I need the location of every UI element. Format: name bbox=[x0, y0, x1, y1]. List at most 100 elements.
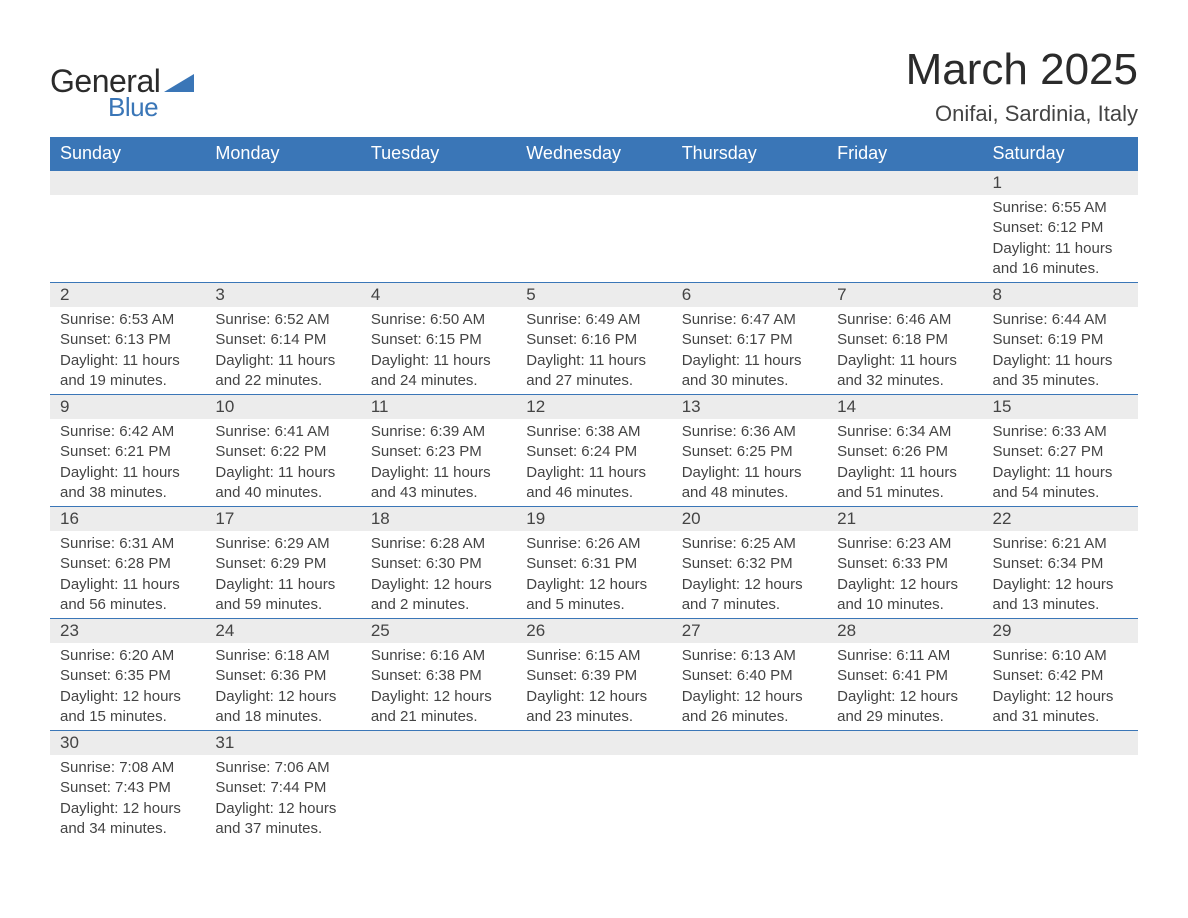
sunrise-text: Sunrise: 6:36 AM bbox=[682, 422, 817, 442]
day-detail-cell: Sunrise: 6:26 AMSunset: 6:31 PMDaylight:… bbox=[516, 531, 671, 619]
day-detail-cell: Sunrise: 6:25 AMSunset: 6:32 PMDaylight:… bbox=[672, 531, 827, 619]
logo: General Blue bbox=[50, 63, 194, 123]
daylight-text: and 5 minutes. bbox=[526, 595, 661, 615]
day-number-row: 2345678 bbox=[50, 283, 1138, 308]
weekday-header-row: Sunday Monday Tuesday Wednesday Thursday… bbox=[50, 137, 1138, 171]
title-block: March 2025 Onifai, Sardinia, Italy bbox=[906, 45, 1138, 127]
sunset-text: Sunset: 6:32 PM bbox=[682, 554, 817, 574]
daylight-text: and 38 minutes. bbox=[60, 483, 195, 503]
sunrise-text: Sunrise: 6:20 AM bbox=[60, 646, 195, 666]
sunset-text: Sunset: 6:41 PM bbox=[837, 666, 972, 686]
day-detail-cell bbox=[361, 195, 516, 283]
sunset-text: Sunset: 6:23 PM bbox=[371, 442, 506, 462]
daylight-text: and 46 minutes. bbox=[526, 483, 661, 503]
day-detail-cell: Sunrise: 6:42 AMSunset: 6:21 PMDaylight:… bbox=[50, 419, 205, 507]
daylight-text: Daylight: 11 hours bbox=[526, 351, 661, 371]
day-number-cell: 22 bbox=[983, 507, 1138, 532]
day-number-cell bbox=[516, 171, 671, 196]
day-number-cell: 25 bbox=[361, 619, 516, 644]
day-number-cell: 19 bbox=[516, 507, 671, 532]
daylight-text: and 34 minutes. bbox=[60, 819, 195, 839]
day-number-cell: 27 bbox=[672, 619, 827, 644]
day-number-cell: 14 bbox=[827, 395, 982, 420]
sunrise-text: Sunrise: 7:08 AM bbox=[60, 758, 195, 778]
daylight-text: and 10 minutes. bbox=[837, 595, 972, 615]
day-detail-row: Sunrise: 6:53 AMSunset: 6:13 PMDaylight:… bbox=[50, 307, 1138, 395]
day-detail-cell: Sunrise: 6:46 AMSunset: 6:18 PMDaylight:… bbox=[827, 307, 982, 395]
day-number-cell: 3 bbox=[205, 283, 360, 308]
day-number-cell: 7 bbox=[827, 283, 982, 308]
sunrise-text: Sunrise: 6:25 AM bbox=[682, 534, 817, 554]
daylight-text: and 37 minutes. bbox=[215, 819, 350, 839]
daylight-text: Daylight: 11 hours bbox=[60, 575, 195, 595]
daylight-text: Daylight: 12 hours bbox=[682, 687, 817, 707]
sunrise-text: Sunrise: 6:46 AM bbox=[837, 310, 972, 330]
daylight-text: Daylight: 12 hours bbox=[215, 799, 350, 819]
daylight-text: and 19 minutes. bbox=[60, 371, 195, 391]
day-number-cell: 2 bbox=[50, 283, 205, 308]
daylight-text: and 18 minutes. bbox=[215, 707, 350, 727]
daylight-text: Daylight: 12 hours bbox=[60, 687, 195, 707]
sunrise-text: Sunrise: 6:34 AM bbox=[837, 422, 972, 442]
day-number-cell bbox=[361, 171, 516, 196]
daylight-text: Daylight: 12 hours bbox=[837, 687, 972, 707]
sunrise-text: Sunrise: 6:28 AM bbox=[371, 534, 506, 554]
day-detail-cell: Sunrise: 7:06 AMSunset: 7:44 PMDaylight:… bbox=[205, 755, 360, 842]
page-title: March 2025 bbox=[906, 45, 1138, 95]
daylight-text: Daylight: 12 hours bbox=[682, 575, 817, 595]
daylight-text: and 40 minutes. bbox=[215, 483, 350, 503]
sunset-text: Sunset: 6:28 PM bbox=[60, 554, 195, 574]
weekday-header: Friday bbox=[827, 137, 982, 171]
sunrise-text: Sunrise: 6:42 AM bbox=[60, 422, 195, 442]
day-number-cell bbox=[205, 171, 360, 196]
day-number-cell: 21 bbox=[827, 507, 982, 532]
daylight-text: Daylight: 12 hours bbox=[993, 687, 1128, 707]
sunrise-text: Sunrise: 6:38 AM bbox=[526, 422, 661, 442]
sunset-text: Sunset: 6:42 PM bbox=[993, 666, 1128, 686]
day-detail-cell: Sunrise: 6:55 AMSunset: 6:12 PMDaylight:… bbox=[983, 195, 1138, 283]
day-detail-cell: Sunrise: 6:23 AMSunset: 6:33 PMDaylight:… bbox=[827, 531, 982, 619]
daylight-text: and 26 minutes. bbox=[682, 707, 817, 727]
sunrise-text: Sunrise: 6:16 AM bbox=[371, 646, 506, 666]
day-number-row: 3031 bbox=[50, 731, 1138, 756]
location-subtitle: Onifai, Sardinia, Italy bbox=[906, 101, 1138, 127]
sunset-text: Sunset: 6:35 PM bbox=[60, 666, 195, 686]
sunrise-text: Sunrise: 6:52 AM bbox=[215, 310, 350, 330]
daylight-text: Daylight: 11 hours bbox=[682, 351, 817, 371]
day-detail-cell: Sunrise: 6:39 AMSunset: 6:23 PMDaylight:… bbox=[361, 419, 516, 507]
daylight-text: Daylight: 12 hours bbox=[371, 575, 506, 595]
daylight-text: Daylight: 11 hours bbox=[60, 351, 195, 371]
sunrise-text: Sunrise: 6:55 AM bbox=[993, 198, 1128, 218]
sunset-text: Sunset: 6:27 PM bbox=[993, 442, 1128, 462]
day-detail-cell: Sunrise: 6:53 AMSunset: 6:13 PMDaylight:… bbox=[50, 307, 205, 395]
daylight-text: and 24 minutes. bbox=[371, 371, 506, 391]
weekday-header: Tuesday bbox=[361, 137, 516, 171]
daylight-text: Daylight: 12 hours bbox=[526, 687, 661, 707]
day-number-cell bbox=[516, 731, 671, 756]
daylight-text: Daylight: 11 hours bbox=[215, 351, 350, 371]
day-detail-cell: Sunrise: 6:10 AMSunset: 6:42 PMDaylight:… bbox=[983, 643, 1138, 731]
day-detail-cell: Sunrise: 6:33 AMSunset: 6:27 PMDaylight:… bbox=[983, 419, 1138, 507]
day-number-cell: 5 bbox=[516, 283, 671, 308]
sunset-text: Sunset: 6:30 PM bbox=[371, 554, 506, 574]
day-detail-cell: Sunrise: 6:29 AMSunset: 6:29 PMDaylight:… bbox=[205, 531, 360, 619]
sunset-text: Sunset: 6:13 PM bbox=[60, 330, 195, 350]
sunrise-text: Sunrise: 6:33 AM bbox=[993, 422, 1128, 442]
sunrise-text: Sunrise: 6:44 AM bbox=[993, 310, 1128, 330]
sunset-text: Sunset: 6:22 PM bbox=[215, 442, 350, 462]
day-number-cell: 1 bbox=[983, 171, 1138, 196]
header: General Blue March 2025 Onifai, Sardinia… bbox=[50, 45, 1138, 127]
day-detail-row: Sunrise: 7:08 AMSunset: 7:43 PMDaylight:… bbox=[50, 755, 1138, 842]
daylight-text: and 27 minutes. bbox=[526, 371, 661, 391]
sunrise-text: Sunrise: 6:49 AM bbox=[526, 310, 661, 330]
day-number-cell: 10 bbox=[205, 395, 360, 420]
weekday-header: Monday bbox=[205, 137, 360, 171]
day-detail-cell bbox=[516, 755, 671, 842]
day-number-row: 9101112131415 bbox=[50, 395, 1138, 420]
sunset-text: Sunset: 6:34 PM bbox=[993, 554, 1128, 574]
daylight-text: and 31 minutes. bbox=[993, 707, 1128, 727]
daylight-text: Daylight: 11 hours bbox=[215, 463, 350, 483]
day-detail-cell bbox=[672, 755, 827, 842]
day-number-cell: 17 bbox=[205, 507, 360, 532]
day-number-cell bbox=[827, 171, 982, 196]
